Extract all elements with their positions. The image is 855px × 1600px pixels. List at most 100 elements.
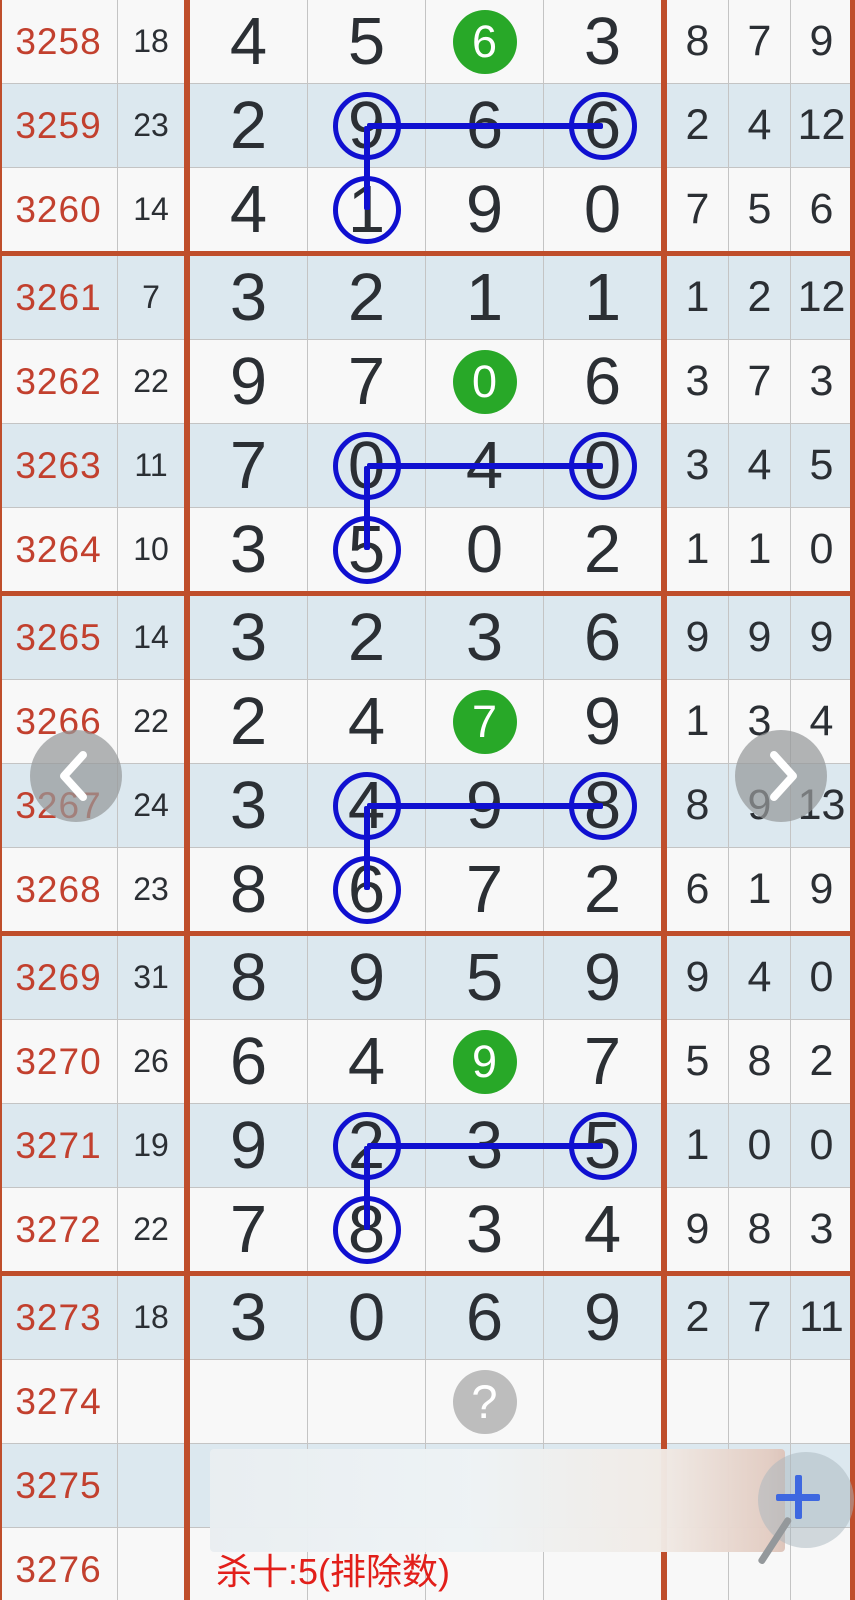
main-digit-cell: 3 (190, 256, 307, 339)
tail-stat-cell: 0 (791, 936, 852, 1019)
row-period-id: 3258 (0, 0, 117, 83)
tail-stat-cell: 3 (791, 340, 852, 423)
main-tail-divider (661, 0, 667, 1600)
main-digit-cell: 3 (426, 1188, 543, 1271)
main-digit-cell (544, 1360, 661, 1443)
tail-stat-cell: 9 (791, 0, 852, 83)
tail-stat-cell: 9 (729, 596, 790, 679)
chart-row: 3268 23 8 6 7 2 6 1 9 (0, 848, 855, 931)
main-digit-cell: 4 (308, 680, 425, 763)
main-digit-cell: 4 (308, 1020, 425, 1103)
connector-line-horizontal (366, 122, 603, 129)
tail-stat-cell: 9 (791, 848, 852, 931)
main-digit-cell: 0 (544, 168, 661, 251)
tail-stat-cell (729, 1360, 790, 1443)
row-period-id: 3260 (0, 168, 117, 251)
main-digit-cell: 1 (426, 256, 543, 339)
chevron-right-icon (735, 730, 827, 822)
tail-stat-cell: 5 (729, 168, 790, 251)
tail-stat-cell: 7 (667, 168, 728, 251)
row-sum-value: 10 (118, 508, 184, 591)
main-digit-cell: 9 (426, 168, 543, 251)
tail-stat-cell: 9 (667, 936, 728, 1019)
row-sum-value: 22 (118, 680, 184, 763)
left-edge-border (0, 0, 2, 1600)
blue-mark-circle (332, 515, 401, 584)
tail-stat-cell: 5 (667, 1020, 728, 1103)
tail-stat-cell: 9 (667, 596, 728, 679)
main-digit-cell: 3 (190, 508, 307, 591)
row-period-id: 3262 (0, 340, 117, 423)
main-digit-cell: 2 (544, 848, 661, 931)
tail-stat-cell: 0 (791, 508, 852, 591)
main-digit-cell: 7 (426, 848, 543, 931)
row-period-id: 3264 (0, 508, 117, 591)
main-digit-cell: 7 (190, 1188, 307, 1271)
add-button[interactable] (776, 1475, 820, 1519)
group-divider (0, 1271, 855, 1276)
tail-stat-cell: 8 (729, 1188, 790, 1271)
tail-stat-cell: 4 (729, 936, 790, 1019)
main-digit-cell: 3 (190, 764, 307, 847)
main-digit-cell: 6 (426, 1276, 543, 1359)
next-page-button[interactable] (735, 730, 827, 822)
main-digit-cell: 7 (544, 1020, 661, 1103)
chart-row: 3261 7 3 2 1 1 1 2 12 (0, 256, 855, 339)
main-digit-cell: 2 (308, 596, 425, 679)
main-digit-cell: 9 (190, 1104, 307, 1187)
prev-page-button[interactable] (30, 730, 122, 822)
main-digit-cell: 2 (544, 508, 661, 591)
tail-stat-cell: 9 (667, 1188, 728, 1271)
chevron-left-icon (30, 730, 122, 822)
main-digit-cell: 7 (190, 424, 307, 507)
tail-stat-cell: 1 (667, 680, 728, 763)
blue-mark-circle (332, 431, 401, 500)
row-sum-value: 19 (118, 1104, 184, 1187)
row-period-id: 3259 (0, 84, 117, 167)
blue-mark-circle (568, 91, 637, 160)
stat-main-divider (184, 0, 190, 1600)
green-hit-digit: 0 (471, 355, 498, 407)
main-digit-cell: 2 (190, 84, 307, 167)
main-digit-cell: 9 (544, 680, 661, 763)
tail-stat-cell: 0 (791, 1104, 852, 1187)
connector-line-vertical (363, 465, 370, 550)
tail-stat-cell: 6 (667, 848, 728, 931)
main-digit-cell: 4 (190, 0, 307, 83)
main-digit-cell: 9 (544, 936, 661, 1019)
main-digit-cell: 6 (544, 340, 661, 423)
tail-stat-cell: 12 (791, 84, 852, 167)
main-digit-cell: 9 (426, 1020, 543, 1103)
main-digit-cell: 7 (426, 680, 543, 763)
tail-stat-cell: 8 (667, 764, 728, 847)
chart-row: 3272 22 7 8 3 4 9 8 3 (0, 1188, 855, 1271)
connector-line-horizontal (366, 1142, 603, 1149)
connector-line-vertical (363, 125, 370, 210)
row-sum-value: 24 (118, 764, 184, 847)
main-digit-cell: 7 (308, 340, 425, 423)
row-sum-value (118, 1444, 184, 1527)
tail-stat-cell: 1 (667, 508, 728, 591)
main-digit-cell: 3 (426, 596, 543, 679)
blue-mark-circle (568, 771, 637, 840)
chart-row: 3270 26 6 4 9 7 5 8 2 (0, 1020, 855, 1103)
row-period-id: 3269 (0, 936, 117, 1019)
tail-stat-cell: 12 (791, 256, 852, 339)
main-digit-cell: 8 (190, 848, 307, 931)
green-hit-badge: 0 (452, 349, 517, 414)
tail-stat-cell: 2 (667, 1276, 728, 1359)
chart-row: 3265 14 3 2 3 6 9 9 9 (0, 596, 855, 679)
main-digit-cell: 0 (426, 340, 543, 423)
main-digit-cell: 4 (190, 168, 307, 251)
tail-stat-cell: 6 (791, 168, 852, 251)
chart-row: 3269 31 8 9 5 9 9 4 0 (0, 936, 855, 1019)
row-sum-value (118, 1360, 184, 1443)
tail-stat-cell (791, 1360, 852, 1443)
chart-row: 3264 10 3 5 0 2 1 1 0 (0, 508, 855, 591)
tail-stat-cell: 1 (729, 508, 790, 591)
tail-stat-cell (667, 1360, 728, 1443)
row-period-id: 3270 (0, 1020, 117, 1103)
blue-mark-circle (332, 855, 401, 924)
row-period-id: 3272 (0, 1188, 117, 1271)
